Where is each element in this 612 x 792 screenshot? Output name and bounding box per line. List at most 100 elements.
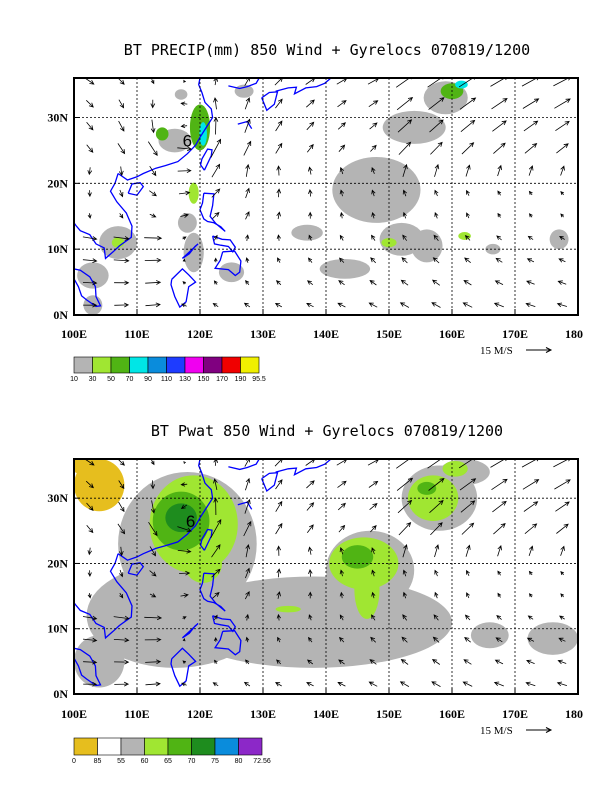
- x-tick-label: 100E: [61, 327, 87, 341]
- x-tick-label: 120E: [187, 707, 213, 721]
- coastline: [199, 528, 213, 551]
- wind-vector: [494, 280, 504, 285]
- wind-vector: [210, 138, 222, 158]
- colorbar-swatch: [240, 356, 260, 374]
- y-tick-label: 0N: [53, 308, 68, 322]
- shaded-region: [411, 229, 443, 263]
- wind-vector: [528, 545, 534, 557]
- coastline: [181, 623, 199, 639]
- wind-vector: [306, 303, 314, 308]
- wind-vector: [528, 165, 534, 176]
- coastline: [74, 268, 102, 308]
- wind-vector: [211, 163, 221, 178]
- chart-title: BT PRECIP(mm) 850 Wind + Gyrelocs 070819…: [124, 41, 530, 59]
- plot-area: 6: [74, 459, 578, 694]
- wind-vector: [463, 659, 472, 665]
- shaded-region: [174, 89, 188, 100]
- reference-vector-arrow: [526, 727, 553, 733]
- coastline: [74, 553, 133, 640]
- wind-vector: [245, 234, 250, 241]
- wind-vector: [144, 637, 162, 643]
- wind-vector: [555, 501, 570, 512]
- wind-vector: [433, 614, 439, 621]
- wind-vector: [82, 615, 98, 621]
- pwat-chart: BT Pwat 850 Wind + Gyrelocs 070819/1200 …: [47, 422, 583, 765]
- coastline: [228, 459, 260, 471]
- wind-vector: [87, 167, 93, 176]
- wind-vector: [528, 190, 533, 196]
- wind-vector: [557, 659, 567, 665]
- wind-vector: [177, 526, 192, 533]
- shaded-region: [188, 182, 199, 204]
- wind-vector: [177, 146, 193, 152]
- x-tick-label: 180: [565, 707, 583, 721]
- wind-vector: [183, 461, 186, 464]
- wind-vector: [276, 659, 282, 665]
- wind-vector: [560, 545, 565, 556]
- wind-vector: [466, 592, 470, 599]
- x-tick-label: 100E: [61, 707, 87, 721]
- wind-vector: [522, 98, 540, 109]
- wind-vector: [339, 614, 344, 621]
- wind-vector: [397, 119, 413, 133]
- wind-vector: [307, 546, 313, 555]
- shaded-region: [177, 212, 197, 233]
- wind-vector: [427, 78, 444, 88]
- shaded-region: [417, 481, 437, 495]
- wind-vector: [113, 258, 130, 263]
- shaded-region: [527, 622, 578, 655]
- wind-vector: [461, 522, 475, 535]
- coastline: [261, 471, 279, 493]
- colorbar-label: 60: [141, 758, 149, 765]
- wind-vector: [464, 234, 471, 241]
- wind-vector: [559, 615, 565, 620]
- colorbar-swatch: [238, 737, 263, 756]
- x-tick-label: 160E: [439, 707, 465, 721]
- colorbar: 0 85 55 60 65 70 75 80 72.56: [72, 737, 271, 765]
- wind-vector: [118, 78, 125, 85]
- wind-vector: [558, 637, 566, 643]
- coastline: [117, 78, 214, 181]
- wind-vector: [337, 682, 346, 687]
- wind-vector: [523, 120, 539, 132]
- wind-vector: [118, 166, 124, 177]
- y-tick-label: 30N: [47, 111, 68, 125]
- wind-vector: [182, 616, 187, 620]
- wind-vector: [145, 659, 162, 665]
- wind-vector: [497, 592, 502, 598]
- colorbar-swatch: [110, 356, 130, 374]
- wind-vector: [149, 213, 157, 218]
- wind-vector: [337, 122, 346, 130]
- wind-vector: [523, 501, 539, 512]
- wind-vector: [497, 570, 502, 576]
- shaded-region: [77, 262, 109, 289]
- wind-vector: [276, 545, 282, 556]
- coastline: [170, 647, 197, 688]
- wind-vector: [149, 570, 157, 577]
- wind-vector: [245, 211, 250, 220]
- coastline: [127, 562, 145, 576]
- wind-vector: [431, 279, 441, 286]
- coastline: [181, 243, 199, 259]
- wind-vector: [245, 544, 250, 558]
- coastline: [199, 148, 213, 171]
- y-tick-label: 20N: [47, 176, 68, 190]
- wind-vector: [528, 570, 533, 576]
- wind-vector: [118, 480, 125, 490]
- wind-vector: [556, 143, 569, 154]
- wind-vector: [150, 119, 156, 134]
- wind-vector: [147, 141, 158, 157]
- wind-vector: [276, 591, 281, 599]
- x-tick-label: 130E: [250, 707, 276, 721]
- wind-vector: [243, 681, 251, 687]
- wind-vector: [371, 189, 376, 197]
- wind-vector: [148, 521, 158, 537]
- wind-vector: [308, 234, 313, 241]
- wind-vector: [213, 637, 218, 642]
- wind-vector: [180, 504, 188, 510]
- shaded-region: [485, 243, 501, 255]
- wind-vector: [462, 681, 473, 687]
- wind-vector: [275, 682, 282, 687]
- wind-vector: [339, 166, 344, 175]
- wind-vector: [211, 544, 221, 558]
